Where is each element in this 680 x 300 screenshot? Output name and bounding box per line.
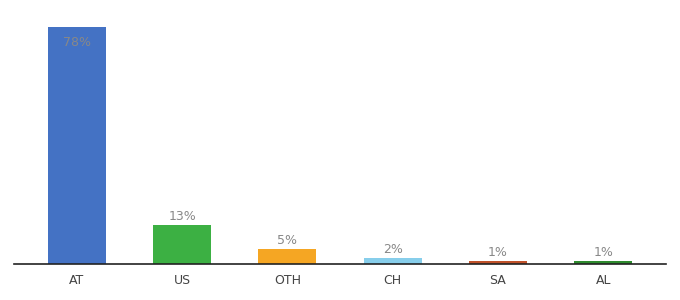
Text: 1%: 1% bbox=[488, 246, 508, 260]
Text: 5%: 5% bbox=[277, 234, 297, 247]
Text: 13%: 13% bbox=[168, 210, 196, 223]
Bar bbox=[153, 224, 211, 264]
Bar bbox=[48, 27, 105, 264]
Bar bbox=[364, 258, 422, 264]
Bar bbox=[575, 261, 632, 264]
Text: 78%: 78% bbox=[63, 36, 90, 50]
Text: 1%: 1% bbox=[593, 246, 613, 260]
Text: 2%: 2% bbox=[383, 243, 403, 256]
Bar bbox=[258, 249, 316, 264]
Bar bbox=[469, 261, 527, 264]
